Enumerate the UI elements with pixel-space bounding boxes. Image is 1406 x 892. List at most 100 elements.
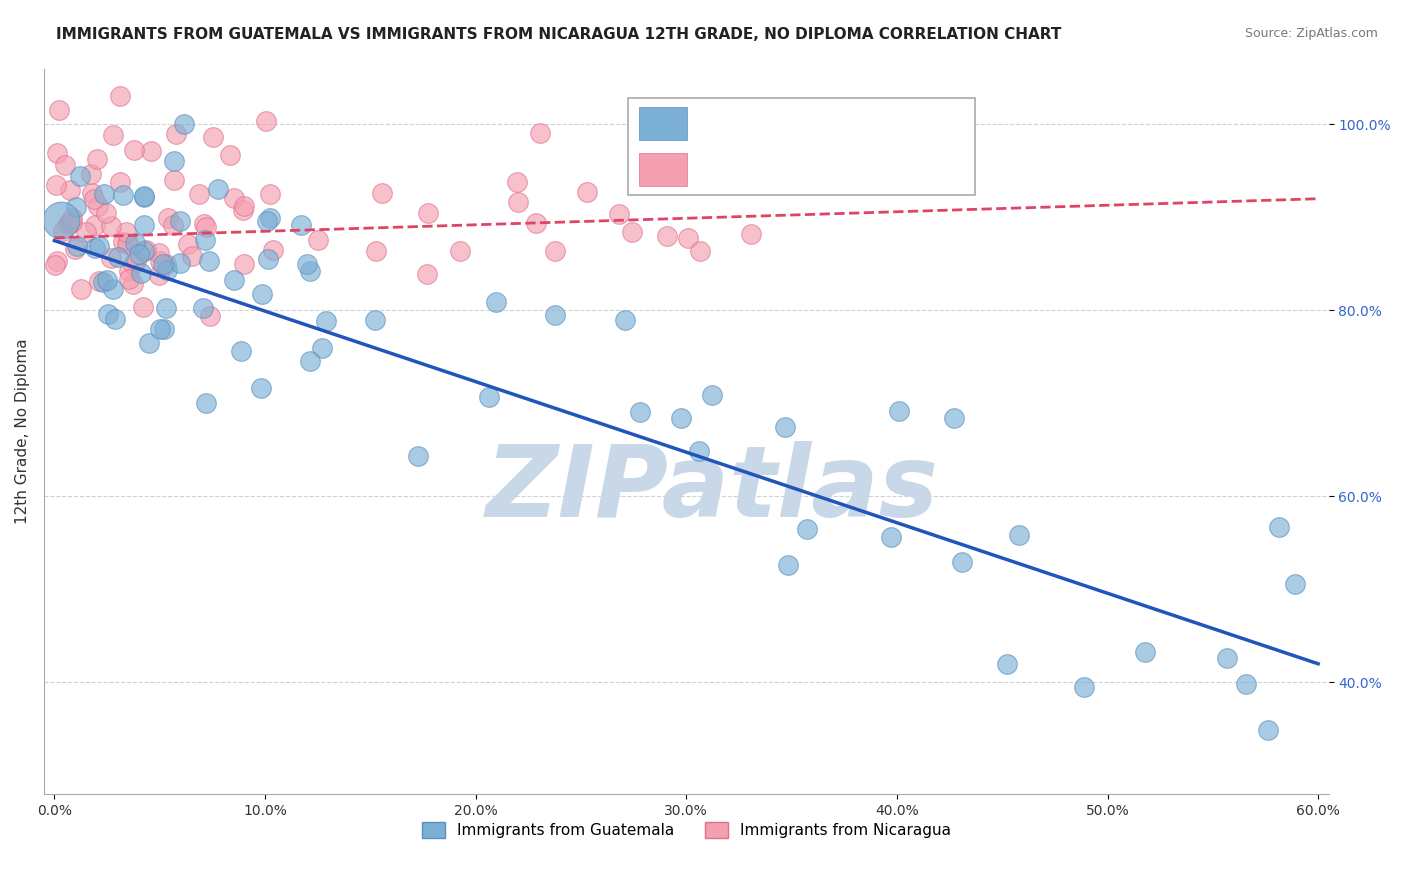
- Point: [124, 236, 146, 251]
- Point: [995, 657, 1018, 672]
- Point: [128, 246, 150, 260]
- Point: [52, 224, 75, 238]
- Point: [232, 202, 254, 217]
- Point: [100, 251, 122, 265]
- Point: [655, 229, 678, 244]
- Point: [118, 264, 141, 278]
- Point: [315, 314, 337, 328]
- Point: [195, 396, 218, 410]
- Point: [290, 218, 312, 232]
- Point: [96, 273, 118, 287]
- Point: [149, 322, 172, 336]
- Point: [416, 267, 439, 281]
- Point: [297, 257, 319, 271]
- Point: [366, 244, 388, 258]
- Point: [1257, 723, 1279, 737]
- Point: [796, 522, 818, 536]
- Point: [776, 558, 799, 573]
- Point: [256, 214, 278, 228]
- Point: [56, 218, 79, 232]
- Point: [162, 218, 184, 232]
- Point: [138, 335, 160, 350]
- Point: [224, 272, 246, 286]
- Point: [117, 235, 139, 250]
- Point: [65, 201, 87, 215]
- Point: [118, 271, 141, 285]
- Point: [86, 153, 108, 167]
- Point: [97, 307, 120, 321]
- Point: [231, 344, 253, 359]
- Point: [485, 294, 508, 309]
- Point: [157, 211, 180, 226]
- Point: [252, 287, 274, 301]
- Point: [524, 217, 547, 231]
- Point: [121, 257, 143, 271]
- Point: [63, 242, 86, 256]
- Point: [416, 206, 439, 220]
- Point: [943, 411, 966, 425]
- Point: [1073, 680, 1095, 694]
- Point: [233, 199, 256, 213]
- Point: [108, 175, 131, 189]
- Point: [702, 388, 724, 402]
- Point: [506, 175, 529, 189]
- Point: [671, 410, 693, 425]
- Point: [165, 127, 187, 141]
- Point: [134, 190, 156, 204]
- Point: [688, 444, 710, 458]
- Point: [66, 239, 89, 253]
- Point: [156, 263, 179, 277]
- Point: [45, 145, 67, 160]
- Point: [299, 264, 322, 278]
- Point: [249, 381, 271, 395]
- Point: [58, 216, 80, 230]
- Point: [135, 243, 157, 257]
- Point: [148, 268, 170, 282]
- Point: [60, 211, 83, 226]
- Point: [93, 186, 115, 201]
- Point: [84, 241, 107, 255]
- Point: [152, 257, 174, 271]
- Point: [207, 182, 229, 196]
- Point: [104, 311, 127, 326]
- Point: [124, 143, 146, 157]
- Point: [233, 257, 256, 271]
- Point: [69, 282, 91, 296]
- Point: [678, 231, 700, 245]
- Point: [1284, 577, 1306, 591]
- Point: [307, 233, 329, 247]
- Point: [131, 266, 153, 280]
- Point: [689, 244, 711, 259]
- Point: [94, 205, 117, 219]
- Point: [132, 300, 155, 314]
- Point: [169, 214, 191, 228]
- Point: [89, 239, 111, 253]
- Point: [222, 191, 245, 205]
- Point: [180, 249, 202, 263]
- Text: ZIPatlas: ZIPatlas: [485, 441, 939, 538]
- Point: [543, 308, 565, 322]
- Point: [69, 169, 91, 184]
- Point: [1268, 520, 1291, 534]
- Text: Source: ZipAtlas.com: Source: ZipAtlas.com: [1244, 27, 1378, 40]
- Point: [259, 187, 281, 202]
- Point: [45, 178, 67, 192]
- Point: [628, 405, 651, 419]
- Point: [371, 186, 394, 200]
- Point: [139, 145, 162, 159]
- Point: [543, 244, 565, 259]
- Point: [1008, 528, 1031, 542]
- Point: [193, 217, 215, 231]
- Point: [256, 252, 278, 267]
- Point: [44, 258, 66, 272]
- Point: [575, 185, 598, 199]
- Point: [620, 225, 643, 239]
- Point: [89, 274, 111, 288]
- Point: [259, 211, 281, 226]
- Point: [775, 420, 797, 434]
- Point: [155, 301, 177, 315]
- Point: [169, 256, 191, 270]
- Point: [406, 449, 429, 463]
- Point: [506, 195, 529, 210]
- Point: [193, 301, 215, 315]
